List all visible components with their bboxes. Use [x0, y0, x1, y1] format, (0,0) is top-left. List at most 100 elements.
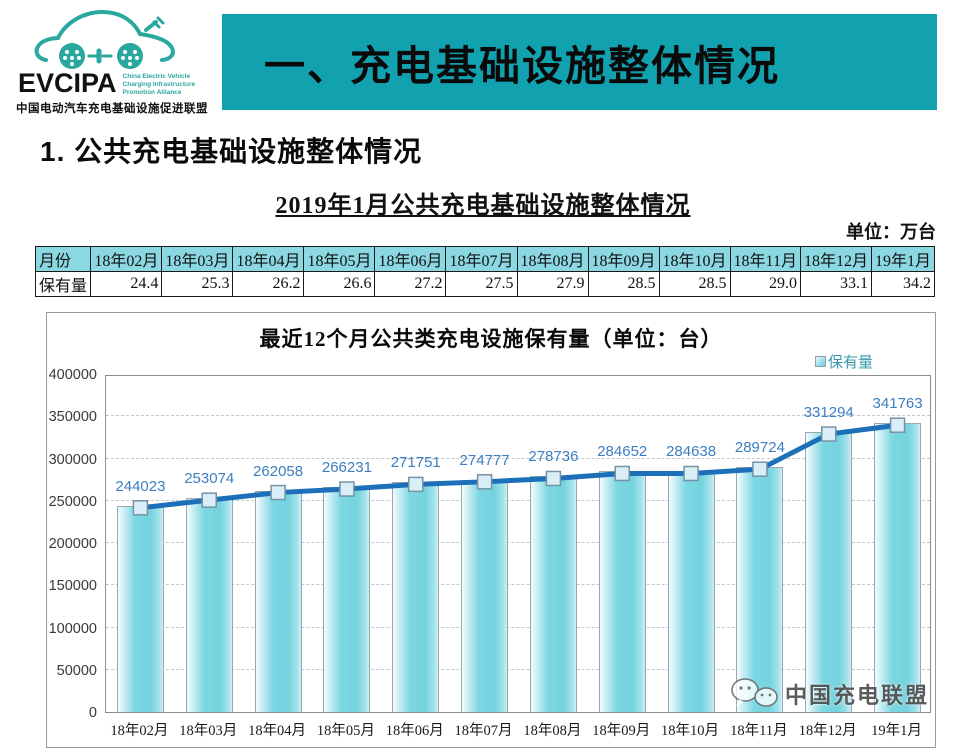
y-tick-label: 100000 [48, 620, 97, 637]
trend-line [132, 417, 906, 516]
bar [185, 498, 233, 712]
logo-caption: 中国电动汽车充电基础设施促进联盟 [16, 103, 208, 115]
line-marker [683, 465, 699, 482]
gridline [106, 668, 930, 670]
y-tick-label: 150000 [48, 578, 97, 595]
month-header-cell: 18年04月 [232, 246, 305, 272]
stats-table-wrap: 月份 18年02月 18年03月 18年04月 18年05月 18年06月 18年07月 18… [34, 246, 936, 297]
section-subtitle: 2019年1月公共充电基础设施整体情况 [275, 193, 691, 219]
line-marker [545, 470, 562, 487]
data-label: 331294 [803, 404, 854, 422]
month-header-cell: 18年10月 [658, 246, 731, 272]
value-cell: 33.1 [799, 271, 872, 297]
data-label: 284652 [597, 443, 648, 461]
evcipa-logo: EVCIPA China Electric Vehicle Charging I… [16, 4, 216, 116]
data-label: 284638 [666, 443, 717, 461]
x-tick-label: 18年07月 [454, 723, 513, 739]
month-header-cell: 18年05月 [303, 246, 376, 272]
month-header-cell: 18年02月 [90, 246, 163, 272]
y-tick-label: 250000 [48, 493, 97, 510]
gridline [106, 415, 930, 417]
gridline [106, 457, 930, 459]
logo-subtext: China Electric Vehicle Charging Infrastr… [122, 73, 196, 97]
x-tick-label: 18年02月 [110, 723, 169, 739]
plot-area: 244023 253074 262058 266231 271751 274777 2787… [105, 375, 931, 713]
title-banner: 一、充电基础设施整体情况 [222, 14, 937, 110]
bar [736, 467, 784, 712]
bar [323, 487, 371, 712]
month-header-cell: 18年06月 [374, 246, 447, 272]
table-header-row: 月份 18年02月 18年03月 18年04月 18年05月 18年06月 18年07月 18… [34, 246, 936, 272]
month-header-cell: 18年08月 [516, 246, 589, 272]
line-marker [752, 461, 768, 477]
chart-legend: 保有量 [814, 351, 873, 372]
value-cell: 27.2 [374, 271, 447, 297]
value-cell: 28.5 [658, 271, 731, 297]
data-label: 266231 [321, 459, 372, 477]
month-header-cell: 18年12月 [799, 246, 872, 272]
y-axis-labels: 0 50000 100000 150000 200000 250000 300000 3500… [49, 367, 101, 721]
data-label: 278736 [528, 448, 579, 466]
logo-brand-text: EVCIPA [18, 68, 117, 98]
month-header-cell: 18年03月 [161, 246, 234, 272]
gridline [106, 542, 930, 543]
chart-title: 最近12个月公共类充电设施保有量（单位：台） [259, 327, 723, 351]
gridline [106, 499, 930, 501]
bar [874, 423, 922, 712]
x-tick-label: 18年05月 [316, 723, 375, 739]
y-tick-label: 50000 [56, 662, 97, 679]
line-marker [614, 465, 630, 482]
value-cell: 25.3 [161, 271, 234, 297]
bar [461, 479, 509, 712]
x-tick-label: 18年11月 [730, 723, 788, 739]
banner-title: 一、充电基础设施整体情况 [264, 43, 780, 89]
month-header-cell: 18年11月 [729, 246, 801, 272]
chart-container: 最近12个月公共类充电设施保有量（单位：台） 保有量 0 50000 100000 1… [46, 312, 936, 748]
wechat-bubbles-icon [731, 678, 778, 707]
data-label: 262058 [253, 462, 304, 480]
x-tick-label: 18年04月 [248, 723, 307, 739]
x-tick-label: 18年08月 [523, 723, 582, 739]
x-tick-label: 19年1月 [871, 723, 922, 739]
gridline [106, 584, 930, 586]
table-value-row: 保有量 24.4 25.3 26.2 26.6 27.2 27.5 27.9 28.5 28.5 2… [34, 271, 936, 297]
month-header-cell: 18年07月 [445, 246, 518, 272]
line-marker [889, 417, 906, 433]
line-marker [408, 476, 424, 493]
x-axis-labels: 18年02月 18年03月 18年04月 18年05月 18年06月 18年07月 18年0… [105, 719, 931, 743]
data-label: 341763 [872, 395, 923, 413]
data-label: 253074 [184, 470, 235, 488]
bar [254, 490, 302, 712]
line-marker [270, 484, 286, 501]
data-label: 274777 [459, 451, 510, 469]
y-tick-label: 350000 [48, 409, 97, 426]
legend-swatch-icon [814, 356, 826, 367]
gridline [106, 626, 930, 628]
x-tick-label: 18年06月 [385, 723, 444, 739]
x-tick-label: 18年09月 [592, 723, 651, 739]
header: EVCIPA China Electric Vehicle Charging I… [0, 0, 966, 118]
section-heading: 1. 公共充电基础设施整体情况 [40, 136, 423, 167]
value-cell: 27.5 [445, 271, 518, 297]
line-marker [132, 500, 149, 516]
value-cell: 27.9 [516, 271, 589, 297]
stats-table: 月份 18年02月 18年03月 18年04月 18年05月 18年06月 18年07月 18… [34, 246, 936, 297]
legend-label: 保有量 [827, 354, 873, 371]
watermark: 中国充电联盟 [729, 677, 929, 711]
y-tick-label: 400000 [48, 367, 97, 383]
line-marker [821, 426, 837, 442]
line-marker [201, 492, 217, 508]
x-tick-label: 18年03月 [179, 723, 238, 739]
value-cell: 26.6 [303, 271, 376, 297]
data-label: 271751 [390, 454, 441, 472]
value-cell: 24.4 [90, 271, 163, 297]
col-header-month: 月份 [34, 246, 92, 272]
bar [667, 471, 715, 712]
y-tick-label: 200000 [48, 536, 97, 552]
y-tick-label: 0 [88, 705, 97, 721]
logo-wordmark: EVCIPA China Electric Vehicle Charging I… [18, 70, 195, 97]
line-marker [339, 481, 355, 497]
bar [116, 505, 164, 712]
row-header-holdings: 保有量 [34, 271, 92, 297]
